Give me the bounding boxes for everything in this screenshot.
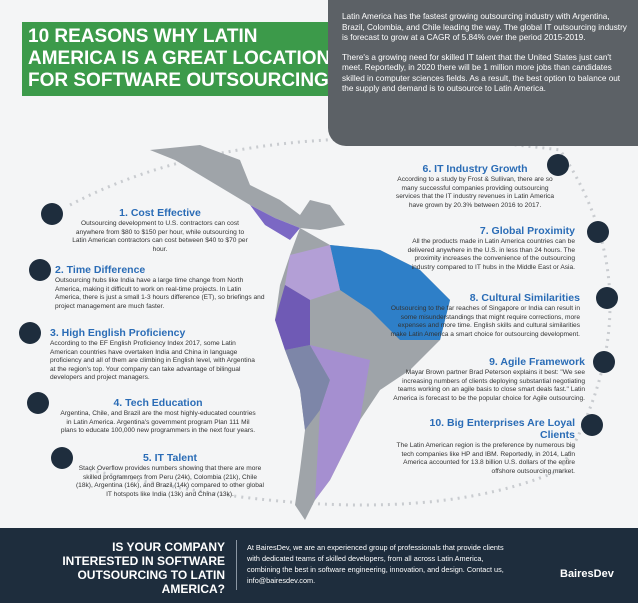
- intro: Latin America has the fastest growing ou…: [328, 0, 638, 146]
- reason-text: According to a study by Frost & Sullivan…: [395, 176, 555, 209]
- reason: 6. IT Industry Growth According to a stud…: [395, 163, 555, 210]
- peru: [275, 285, 310, 350]
- icon: [593, 351, 615, 373]
- reason-title: 7. Global Proximity: [479, 225, 575, 237]
- central-america: [250, 205, 300, 240]
- icon: [41, 203, 63, 225]
- reason: 5. IT Talent Stack Overflow provides numb…: [75, 452, 265, 499]
- brazil: [330, 245, 450, 340]
- reason: 7. Global Proximity All the products made…: [395, 225, 575, 272]
- icon: [51, 447, 73, 469]
- reason-title: 6. IT Industry Growth: [422, 163, 528, 175]
- chile: [285, 345, 330, 430]
- divider: [236, 540, 237, 590]
- reason-text: Argentina, Chile, and Brazil are the mos…: [60, 410, 256, 435]
- icon: [27, 392, 49, 414]
- reason: 2. Time Difference Outsourcing hubs like …: [55, 264, 265, 311]
- reason: 9. Agile Framework Mayar Brown partner Br…: [385, 356, 585, 403]
- reason-text: Mayar Brown partner Brad Peterson explai…: [393, 369, 585, 402]
- title-line: AMERICA IS A GREAT LOCATION: [28, 48, 331, 69]
- reason-text: Outsourcing hubs like India have a large…: [55, 277, 265, 310]
- icon: [29, 259, 51, 281]
- reason-title: 9. Agile Framework: [489, 356, 585, 368]
- icons: [19, 154, 618, 469]
- reason: 10. Big Enterprises Are Loyal Clients The…: [395, 417, 576, 476]
- icon: [587, 221, 609, 243]
- reason-title: 3. High English Proficiency: [50, 327, 186, 339]
- divider-line: [236, 540, 237, 590]
- reason-title: 10. Big Enterprises Are Loyal Clients: [429, 417, 576, 441]
- footer-question: IS YOUR COMPANY INTERESTED IN SOFTWARE O…: [62, 540, 225, 596]
- reason: 4. Tech Education Argentina, Chile, and B…: [58, 397, 258, 436]
- argentina: [310, 345, 370, 500]
- icon: [596, 287, 618, 309]
- brand: BairesDev: [560, 568, 614, 580]
- mexico: [150, 145, 345, 230]
- title-line: FOR SOFTWARE OUTSOURCING: [28, 70, 329, 91]
- reason-text: The Latin American region is the prefere…: [396, 442, 576, 475]
- icon: [581, 414, 603, 436]
- footer: IS YOUR COMPANY INTERESTED IN SOFTWARE O…: [0, 528, 638, 603]
- reason-text: Stack Overflow provides numbers showing …: [75, 465, 265, 498]
- title-line: 10 REASONS WHY LATIN: [28, 26, 258, 47]
- reason-text: All the products made in Latin America c…: [407, 238, 575, 271]
- reason-text: Outsourcing to the far reaches of Singap…: [390, 305, 580, 338]
- footer-text: At BairesDev, we are an experienced grou…: [247, 543, 504, 585]
- reason-title: 2. Time Difference: [55, 264, 146, 276]
- reason-text: Outsourcing development to U.S. contract…: [72, 220, 248, 253]
- reason-title: 4. Tech Education: [113, 397, 203, 409]
- icon: [547, 154, 569, 176]
- reason-title: 1. Cost Effective: [119, 207, 201, 219]
- reason-text: According to the EF English Proficiency …: [50, 340, 255, 382]
- title: 10 REASONS WHY LATIN AMERICA IS A GREAT …: [22, 22, 339, 96]
- reason: 1. Cost Effective Outsourcing development…: [70, 207, 250, 254]
- intro-paragraph: There's a growing need for skilled IT ta…: [342, 52, 621, 94]
- reason: 3. High English Proficiency According to …: [50, 327, 260, 383]
- colombia: [285, 245, 340, 300]
- icon: [19, 322, 41, 344]
- reason-title: 8. Cultural Similarities: [469, 292, 580, 304]
- intro-paragraph: Latin America has the fastest growing ou…: [342, 12, 627, 42]
- reason: 8. Cultural Similarities Outsourcing to t…: [385, 292, 580, 339]
- reason-title: 5. IT Talent: [142, 452, 198, 464]
